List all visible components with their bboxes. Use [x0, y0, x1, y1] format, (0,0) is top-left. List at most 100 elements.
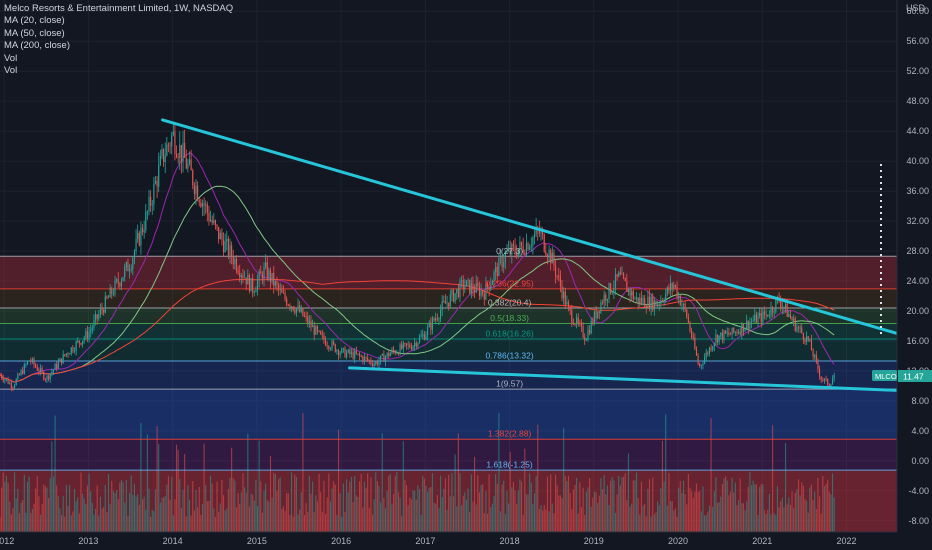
candle-body: [681, 305, 683, 306]
volume-bar: [179, 478, 181, 532]
volume-bar: [82, 493, 84, 532]
volume-bar: [346, 479, 348, 532]
volume-bar: [595, 492, 597, 532]
fib-zone: [0, 307, 897, 324]
volume-bar: [733, 492, 735, 532]
candle-body: [582, 326, 584, 338]
candle-body: [171, 135, 173, 147]
volume-bar: [255, 479, 257, 532]
volume-bar: [695, 483, 698, 532]
grid-lines: [0, 0, 897, 532]
volume-bar: [741, 503, 743, 532]
fib-label: 0.618(16.26): [485, 328, 533, 338]
volume-bar: [83, 498, 85, 532]
volume-bar: [145, 509, 147, 532]
legend-vol-1[interactable]: Vol: [4, 52, 18, 64]
candle-body: [579, 323, 581, 324]
volume-bar: [527, 494, 529, 532]
trendlines[interactable]: [161, 118, 899, 392]
candle-body: [454, 293, 456, 302]
volume-bar: [626, 500, 628, 532]
volume-bar: [525, 494, 527, 532]
candle-body: [273, 273, 275, 286]
candle-body: [556, 275, 558, 277]
volume-bar: [605, 494, 607, 532]
candle-body: [441, 301, 443, 311]
candle-body: [290, 306, 293, 308]
volume-bar: [715, 477, 717, 532]
trendline: [161, 118, 899, 335]
fib-label: 1.382(2.88): [488, 429, 532, 439]
candle-body: [278, 284, 280, 290]
volume-bar: [716, 502, 719, 532]
candle-body: [305, 316, 307, 317]
candle-body: [41, 368, 43, 372]
candle-body: [292, 306, 294, 311]
volume-bar: [158, 444, 160, 532]
volume-bar: [537, 424, 539, 532]
volume-bar: [52, 476, 55, 532]
candle-body: [255, 290, 257, 293]
legend-ma200[interactable]: MA (200, close): [4, 40, 70, 52]
ticker-symbol-box: [872, 370, 897, 381]
candle-body: [554, 265, 557, 276]
volume-bar: [590, 506, 592, 532]
candle-body: [103, 309, 105, 313]
ticker-badge: MLCO 11.47: [872, 370, 932, 382]
volume-bar: [201, 504, 204, 532]
volume-bar: [728, 495, 730, 532]
volume-bar: [503, 480, 505, 532]
volume-bar: [73, 489, 76, 532]
candle-body: [281, 289, 283, 293]
candle-body: [179, 144, 181, 158]
candle-body: [201, 203, 204, 207]
legend-vol-2[interactable]: Vol: [4, 65, 18, 77]
candle-body: [765, 314, 767, 316]
candle-body: [279, 289, 281, 290]
candle-body: [145, 211, 147, 231]
candle-body: [7, 379, 9, 384]
volume-bar: [54, 415, 56, 532]
candle-body: [48, 375, 50, 380]
volume-bar: [0, 516, 1, 532]
volume-bar: [765, 513, 767, 532]
volume-bar: [563, 427, 565, 532]
volume-bar: [252, 494, 254, 532]
volume-bar: [665, 414, 667, 532]
volume-bar: [666, 505, 668, 532]
candle-body: [59, 358, 61, 363]
volume-bar: [244, 487, 246, 532]
candle-body: [734, 331, 736, 333]
volume-bar: [266, 500, 268, 532]
candle-body: [135, 238, 137, 252]
ticker-symbol: MLCO: [875, 372, 897, 381]
candle-body: [483, 293, 485, 300]
volume-bar: [645, 516, 647, 532]
candle-body: [647, 296, 649, 309]
volume-bar: [781, 497, 783, 532]
candle-body: [175, 154, 178, 158]
volume-bar: [533, 493, 536, 532]
candle-body: [388, 352, 390, 357]
candle-body: [132, 258, 134, 269]
volume-bar: [391, 503, 393, 532]
volume-bar: [278, 479, 280, 532]
fib-label: 0(27.3): [496, 246, 523, 256]
price-tick-label: 52.00: [906, 66, 929, 76]
time-axis-labels[interactable]: 2012 2013 2014 2015 2016 2017 2018 2019 2020 2021…: [0, 536, 856, 546]
candle-body: [478, 286, 481, 296]
candle-body: [357, 353, 359, 355]
price-tick-label: 0.00: [911, 456, 929, 466]
price-tick-label: 40.00: [906, 156, 929, 166]
legend-ma20[interactable]: MA (20, close): [4, 15, 65, 27]
volume-bar: [375, 472, 377, 532]
candle-body: [65, 353, 67, 356]
volume-bar: [422, 475, 424, 532]
time-axis-background: [0, 532, 932, 550]
candle-body: [318, 330, 320, 332]
legend-ma50[interactable]: MA (50, close): [4, 27, 65, 39]
volume-bar: [213, 508, 215, 532]
volume-bar: [25, 512, 27, 532]
volume-bar: [548, 511, 550, 532]
